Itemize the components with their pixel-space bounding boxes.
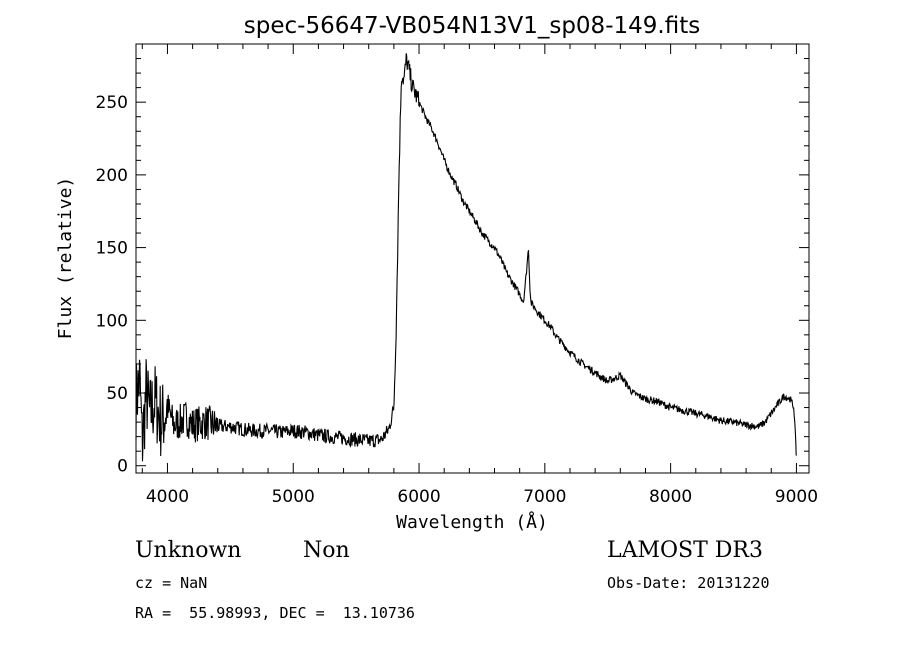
- spectrum-line: [135, 53, 797, 462]
- y-tick-label: 200: [96, 166, 128, 186]
- ra-dec-coords: RA = 55.98993, DEC = 13.10736: [135, 604, 415, 622]
- x-tick-label: 5000: [272, 487, 315, 507]
- y-axis-ticks: 0 50 100 150 200 250: [96, 58, 809, 477]
- object-subclass: Non: [303, 538, 350, 563]
- y-tick-label: 150: [96, 239, 128, 259]
- x-tick-label: 4000: [146, 487, 189, 507]
- y-tick-label: 0: [117, 457, 128, 477]
- obs-date: Obs-Date: 20131220: [607, 574, 770, 592]
- y-axis-label: Flux (relative): [55, 177, 76, 340]
- chart-title: spec-56647-VB054N13V1_sp08-149.fits: [244, 13, 700, 39]
- x-tick-label: 7000: [523, 487, 566, 507]
- x-tick-label: 8000: [649, 487, 692, 507]
- x-tick-label: 6000: [397, 487, 440, 507]
- y-tick-label: 100: [96, 311, 128, 331]
- survey-name: LAMOST DR3: [607, 538, 763, 563]
- plot-frame: [135, 43, 810, 474]
- y-tick-label: 250: [96, 93, 128, 113]
- y-tick-label: 50: [106, 384, 128, 404]
- x-tick-label: 9000: [775, 487, 818, 507]
- redshift-cz: cz = NaN: [135, 574, 208, 592]
- x-axis-ticks: 4000 5000 6000 7000 8000 9000: [141, 44, 818, 507]
- object-class: Unknown: [135, 538, 242, 563]
- x-axis-label: Wavelength (Å): [396, 511, 548, 533]
